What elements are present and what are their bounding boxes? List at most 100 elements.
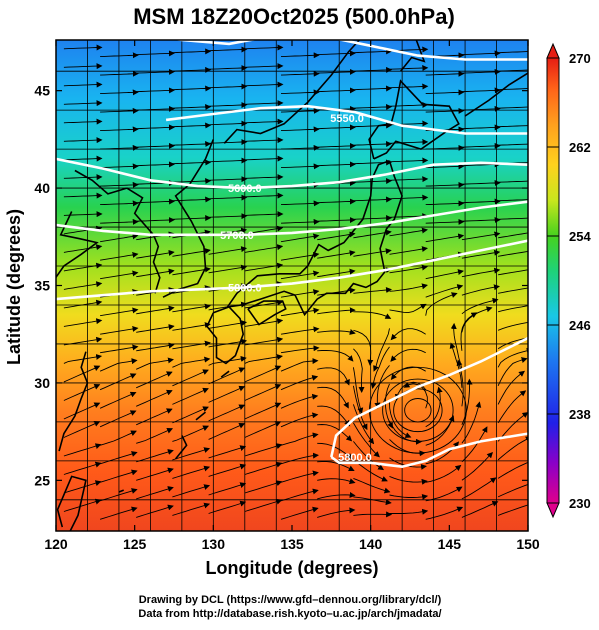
streamline-arrow	[280, 374, 319, 391]
streamline-arrow	[244, 402, 282, 420]
coastline-segment	[118, 489, 124, 493]
streamline-arrow	[136, 198, 175, 205]
streamline-arrow	[425, 506, 464, 520]
streamline-arrow	[389, 139, 429, 146]
colorbar-bottom-triangle	[546, 502, 560, 519]
streamline-arrow	[280, 107, 320, 114]
streamline-arrow	[280, 70, 320, 77]
streamline-arrow	[317, 329, 356, 335]
streamline-arrow	[390, 348, 426, 362]
streamline-arrow	[317, 350, 354, 362]
streamline-arrow	[317, 461, 355, 472]
x-tick-label: 120	[44, 536, 68, 552]
coastline-segment	[399, 40, 426, 72]
streamline-arrow	[497, 504, 528, 516]
streamline-arrow	[136, 124, 175, 131]
height-contours	[56, 40, 528, 469]
streamline-arrow	[317, 268, 356, 278]
streamline-arrow	[389, 227, 428, 237]
streamline-arrow	[208, 176, 248, 183]
streamline-arrow	[353, 248, 392, 257]
streamline-arrow	[136, 389, 173, 407]
streamline-arrow	[99, 506, 138, 520]
streamline-arrow	[136, 50, 175, 57]
streamline-arrow	[172, 48, 212, 55]
streamline-arrow	[317, 198, 356, 205]
streamline-arrow	[317, 307, 356, 315]
streamline-arrow	[317, 507, 356, 518]
coastline-segment	[227, 160, 403, 317]
height-contour-line	[56, 239, 528, 301]
streamline-arrow	[63, 318, 103, 327]
streamline-arrow	[317, 478, 356, 485]
streamline-arrow	[63, 384, 101, 401]
height-contour-line	[56, 200, 528, 237]
streamline-arrow	[425, 218, 465, 225]
streamline-arrow	[317, 142, 356, 149]
streamline-arrow	[208, 463, 247, 477]
streamline-arrow	[317, 68, 356, 75]
streamline-arrow	[172, 85, 212, 92]
streamline-arrow	[461, 249, 501, 259]
y-tick-label: 40	[34, 180, 50, 196]
streamline-arrow	[384, 383, 393, 429]
coastline-segment	[58, 351, 89, 452]
streamline-arrow	[317, 386, 349, 409]
streamline-arrow	[498, 180, 528, 183]
x-tick-label: 125	[123, 536, 147, 552]
streamline-arrow	[389, 283, 428, 292]
streamline-arrow	[425, 200, 465, 207]
streamline-arrow	[389, 65, 429, 72]
streamline-arrow	[461, 231, 501, 241]
x-tick-label: 140	[359, 536, 383, 552]
colorbar-ticks: 230 238 246 254 262 270	[547, 51, 591, 511]
streamline-arrow	[172, 322, 211, 331]
colorbar-tick-label: 246	[569, 318, 591, 333]
streamline-arrow	[390, 366, 426, 380]
streamline-arrow	[172, 122, 212, 129]
streamline-arrow	[63, 281, 103, 290]
colorbar-tick-label: 254	[569, 229, 591, 244]
y-tick-label: 25	[34, 472, 50, 488]
streamline-arrow	[353, 348, 365, 393]
streamline-arrow	[280, 452, 319, 465]
streamline-arrow	[389, 194, 429, 201]
contour-label: 5800.0	[338, 452, 372, 464]
streamline-arrow	[136, 467, 174, 481]
colorbar-top-triangle	[546, 42, 560, 59]
streamline-arrow	[317, 50, 356, 57]
streamline-arrow	[208, 355, 247, 366]
streamline-arrow	[136, 504, 174, 518]
streamline-arrow	[498, 106, 528, 109]
streamline-arrow	[498, 199, 528, 202]
streamline-arrow	[63, 118, 103, 125]
streamline-arrow	[99, 358, 138, 372]
streamline-arrow	[63, 63, 103, 70]
streamline-arrow	[317, 124, 356, 131]
streamline-arrow	[63, 137, 103, 144]
height-contour-line	[165, 104, 528, 135]
streamline-arrow	[389, 83, 429, 90]
streamline-arrow	[461, 501, 499, 518]
streamline-arrow	[425, 70, 465, 77]
streamline-arrow	[389, 264, 428, 274]
streamline-arrow	[208, 213, 248, 220]
streamline-arrow	[208, 246, 248, 255]
coastline-segment	[195, 411, 207, 421]
streamline-arrow	[99, 451, 138, 465]
streamline-arrow	[280, 326, 320, 335]
streamline-arrow	[425, 269, 464, 280]
streamline-arrow	[389, 303, 427, 314]
streamline-arrow	[352, 404, 375, 445]
streamline-arrow	[172, 447, 211, 461]
map-title: MSM 18Z20Oct2025 (500.0hPa)	[133, 4, 455, 29]
streamline-arrow	[208, 385, 246, 403]
streamline-arrow	[172, 502, 211, 516]
streamline-arrow	[449, 342, 463, 388]
streamline-arrow	[172, 356, 211, 368]
y-tick-label: 45	[34, 83, 50, 99]
streamline-arrow	[244, 498, 283, 512]
x-tick-label: 145	[438, 536, 462, 552]
streamline-arrow	[208, 445, 247, 459]
